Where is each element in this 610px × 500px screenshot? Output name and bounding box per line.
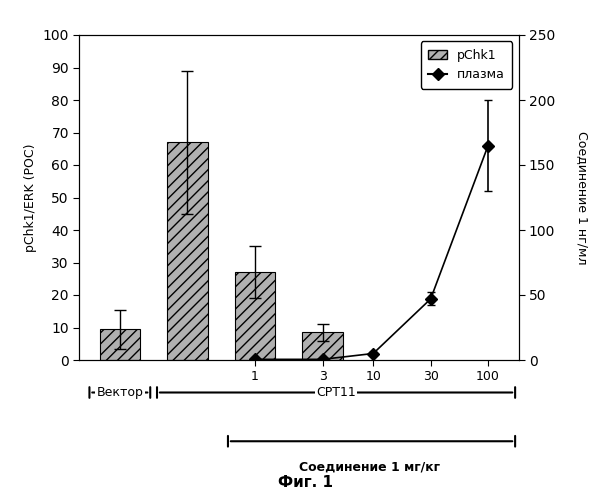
Bar — [99, 329, 140, 360]
Text: Соединение 1 мг/кг: Соединение 1 мг/кг — [300, 461, 440, 474]
Bar — [167, 142, 207, 360]
Y-axis label: pChk1/ERK (РОС): pChk1/ERK (РОС) — [24, 143, 37, 252]
Text: Фиг. 1: Фиг. 1 — [278, 475, 332, 490]
Bar — [303, 332, 343, 360]
Y-axis label: Соединение 1 нг/мл: Соединение 1 нг/мл — [576, 130, 589, 264]
Text: Вектор: Вектор — [96, 386, 143, 399]
Text: СРТ11: СРТ11 — [316, 386, 356, 399]
Legend: pChk1, плазма: pChk1, плазма — [421, 42, 512, 88]
Bar — [235, 272, 275, 360]
